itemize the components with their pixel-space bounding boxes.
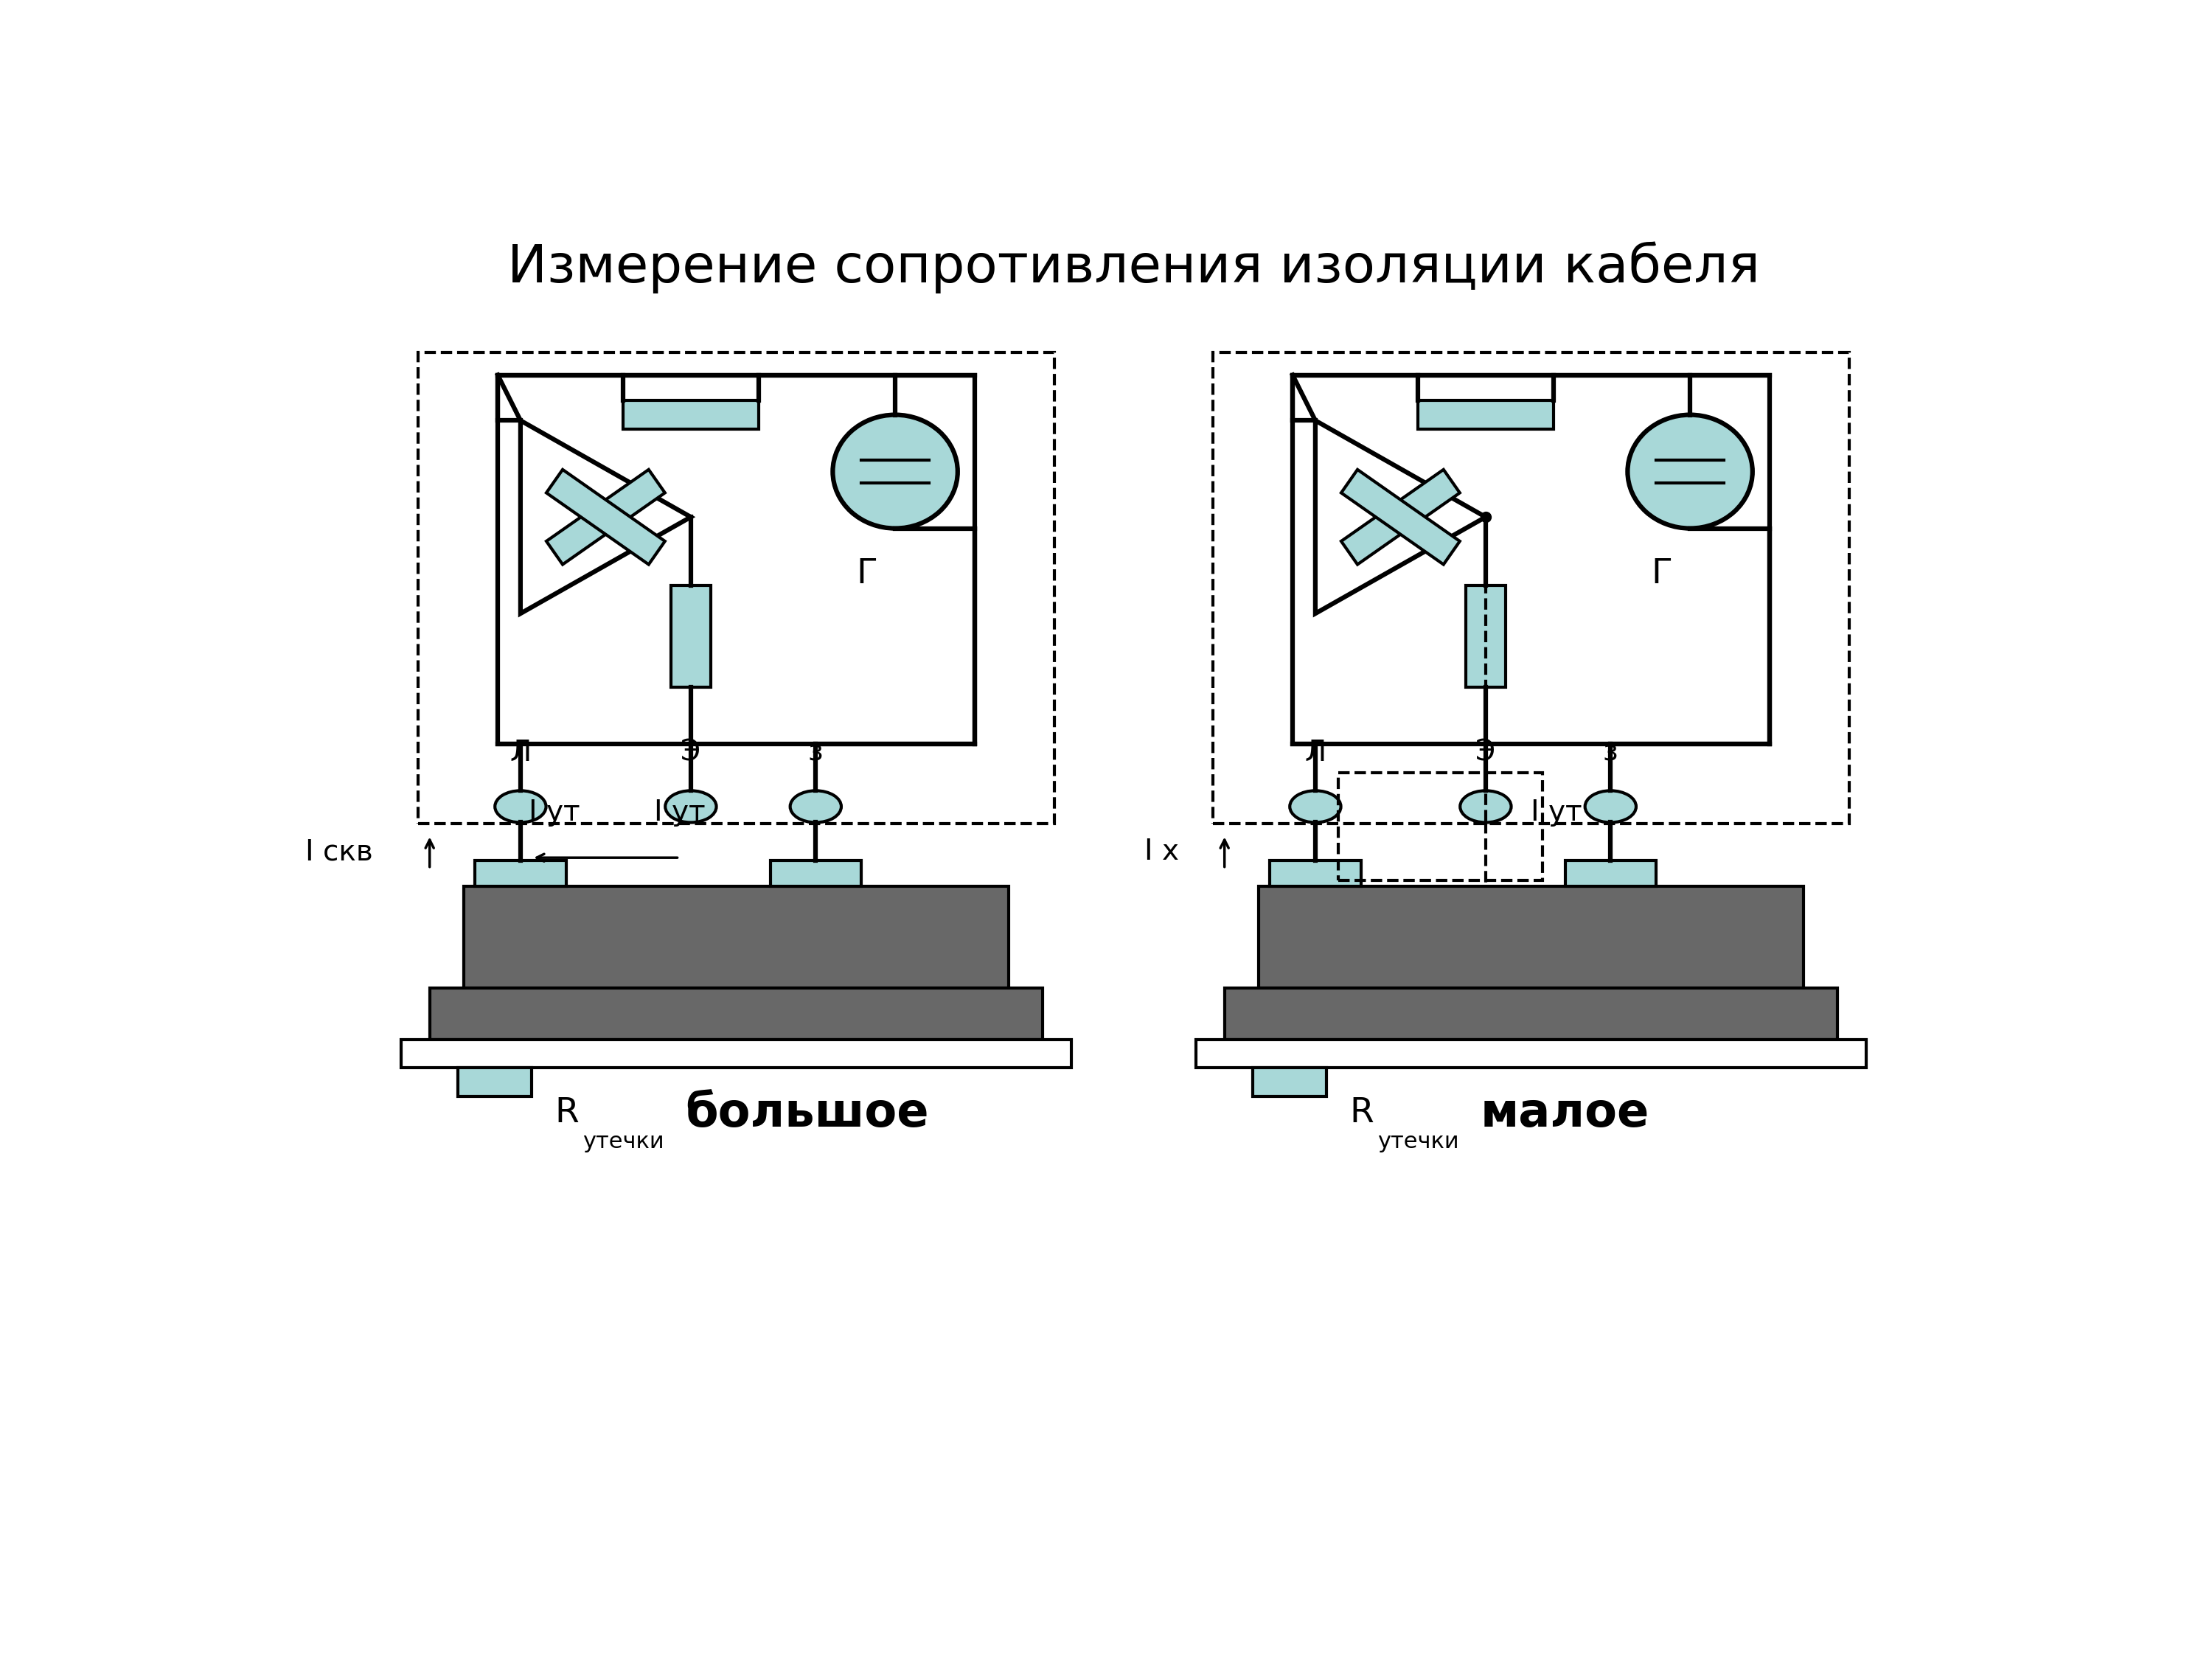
Bar <box>465 886 1009 989</box>
Ellipse shape <box>495 791 546 823</box>
Text: Измерение сопротивления изоляции кабеля: Измерение сопротивления изоляции кабеля <box>507 241 1761 294</box>
Bar <box>1467 586 1506 687</box>
Bar <box>1252 1068 1327 1097</box>
Ellipse shape <box>1586 791 1637 823</box>
Bar <box>476 861 566 886</box>
Bar <box>1197 1039 1867 1068</box>
Bar <box>400 1039 1071 1068</box>
Text: Л: Л <box>1305 738 1327 766</box>
Polygon shape <box>546 469 666 564</box>
Bar <box>1418 400 1553 430</box>
Text: Г: Г <box>856 557 878 591</box>
Ellipse shape <box>790 791 841 823</box>
Ellipse shape <box>1290 791 1340 823</box>
Text: утечки: утечки <box>584 1131 664 1153</box>
Text: з: з <box>807 738 823 766</box>
Bar <box>1566 861 1657 886</box>
Text: I ут: I ут <box>529 798 580 826</box>
Bar <box>1270 861 1360 886</box>
Text: R: R <box>1349 1097 1374 1130</box>
Polygon shape <box>546 469 666 564</box>
Ellipse shape <box>666 791 717 823</box>
Ellipse shape <box>1460 791 1511 823</box>
Text: Э: Э <box>1475 738 1495 766</box>
Bar <box>429 989 1042 1039</box>
Bar <box>1259 886 1803 989</box>
Text: утечки: утечки <box>1378 1131 1460 1153</box>
Text: з: з <box>1604 738 1619 766</box>
Bar <box>458 1068 531 1097</box>
Bar <box>624 400 759 430</box>
Ellipse shape <box>1628 415 1752 528</box>
Text: I ут: I ут <box>1531 798 1582 826</box>
Text: I скв: I скв <box>305 838 374 866</box>
Bar <box>670 586 710 687</box>
Text: малое: малое <box>1480 1090 1650 1136</box>
Text: Э: Э <box>681 738 701 766</box>
Bar <box>770 861 860 886</box>
Polygon shape <box>1340 469 1460 564</box>
Text: I х: I х <box>1144 838 1179 866</box>
Bar <box>1225 989 1838 1039</box>
Ellipse shape <box>832 415 958 528</box>
Text: I ут: I ут <box>655 798 706 826</box>
Text: большое: большое <box>686 1090 929 1136</box>
Text: R: R <box>555 1097 580 1130</box>
Text: Л: Л <box>509 738 531 766</box>
Text: Г: Г <box>1650 557 1672 591</box>
Polygon shape <box>1340 469 1460 564</box>
